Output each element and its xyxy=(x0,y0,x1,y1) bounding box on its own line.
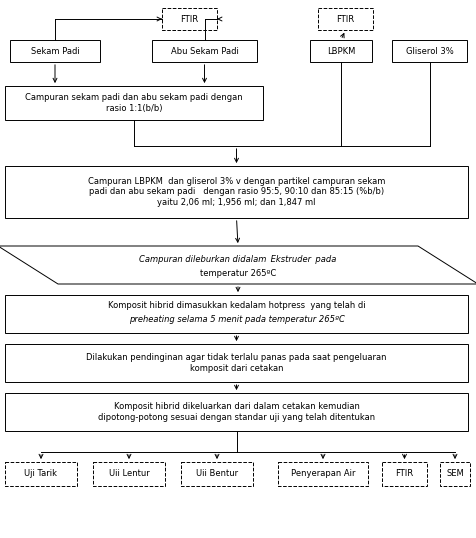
Bar xyxy=(162,8,217,30)
Text: Campuran sekam padi dan abu sekam padi dengan
rasio 1:1(b/b): Campuran sekam padi dan abu sekam padi d… xyxy=(25,93,243,112)
Bar xyxy=(5,166,468,218)
Text: Sekam Padi: Sekam Padi xyxy=(30,46,79,55)
Bar xyxy=(181,462,253,486)
Text: Penyerapan Air: Penyerapan Air xyxy=(291,470,355,478)
Bar xyxy=(310,40,372,62)
Text: FTIR: FTIR xyxy=(337,15,355,24)
Bar xyxy=(10,40,100,62)
Bar xyxy=(5,86,263,120)
Bar xyxy=(93,462,165,486)
Text: Campuran LBPKM  dan gliserol 3% v dengan partikel campuran sekam
padi dan abu se: Campuran LBPKM dan gliserol 3% v dengan … xyxy=(88,177,385,207)
Bar xyxy=(392,40,467,62)
Text: FTIR: FTIR xyxy=(396,470,414,478)
Text: Komposit hibrid dikeluarkan dari dalam cetakan kemudian
dipotong-potong sesuai d: Komposit hibrid dikeluarkan dari dalam c… xyxy=(98,402,375,422)
Text: Uii Bentur: Uii Bentur xyxy=(196,470,238,478)
Text: SEM: SEM xyxy=(446,470,464,478)
Bar xyxy=(440,462,470,486)
Polygon shape xyxy=(0,246,476,284)
Bar xyxy=(5,295,468,333)
Bar xyxy=(5,393,468,431)
Bar xyxy=(382,462,427,486)
Text: Dilakukan pendinginan agar tidak terlalu panas pada saat pengeluaran
komposit da: Dilakukan pendinginan agar tidak terlalu… xyxy=(86,353,387,373)
Text: Uii Lentur: Uii Lentur xyxy=(109,470,149,478)
Bar xyxy=(5,462,77,486)
Text: Campuran dileburkan didalam  Ekstruder  pada: Campuran dileburkan didalam Ekstruder pa… xyxy=(139,254,337,264)
Text: preheating selama 5 menit pada temperatur 265ºC: preheating selama 5 menit pada temperatu… xyxy=(129,315,345,324)
Bar xyxy=(5,344,468,382)
Text: Uji Tarik: Uji Tarik xyxy=(24,470,58,478)
Bar xyxy=(318,8,373,30)
Text: Gliserol 3%: Gliserol 3% xyxy=(406,46,453,55)
Bar xyxy=(152,40,257,62)
Bar xyxy=(278,462,368,486)
Text: temperatur 265ºC: temperatur 265ºC xyxy=(200,268,276,278)
Text: Abu Sekam Padi: Abu Sekam Padi xyxy=(170,46,238,55)
Text: LBPKM: LBPKM xyxy=(327,46,355,55)
Text: Komposit hibrid dimasukkan kedalam hotpress  yang telah di: Komposit hibrid dimasukkan kedalam hotpr… xyxy=(108,301,365,310)
Text: FTIR: FTIR xyxy=(180,15,198,24)
